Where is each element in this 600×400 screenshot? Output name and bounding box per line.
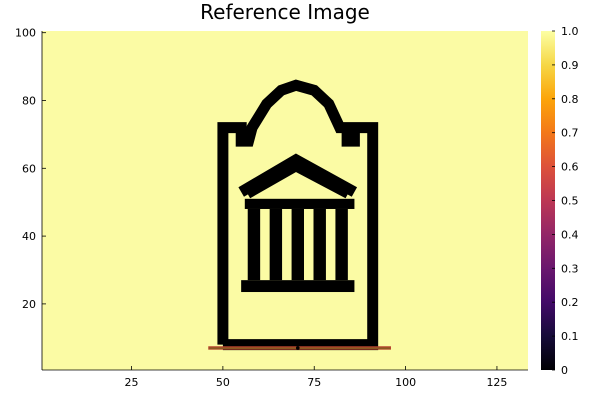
heatmap-plot xyxy=(42,31,528,370)
colorbar-tick-label: 0.2 xyxy=(561,296,579,309)
colorbar-tick-label: 0.4 xyxy=(561,228,579,241)
emblem-bottom-line-inner xyxy=(209,347,390,350)
x-tick-label: 25 xyxy=(125,376,139,389)
y-axis: 20 40 60 80 100 xyxy=(15,27,46,370)
colorbar-tick-label: 0.8 xyxy=(561,93,579,106)
colorbar-tick-label: 0.3 xyxy=(561,262,579,275)
emblem-column xyxy=(335,208,348,281)
emblem-base xyxy=(241,280,355,293)
colorbar-tick-label: 0 xyxy=(561,364,568,377)
colorbar-tick-label: 0.7 xyxy=(561,127,579,140)
x-tick-label: 50 xyxy=(216,376,230,389)
x-axis: 25 50 75 100 125 xyxy=(42,366,528,389)
x-tick-label: 100 xyxy=(395,376,416,389)
y-tick-label: 60 xyxy=(22,162,36,175)
emblem-column xyxy=(291,208,305,281)
emblem-roof xyxy=(238,153,358,197)
colorbar-ticks: 0 0.1 0.2 0.3 0.4 0.5 0.6 0.7 0.8 0.9 1.0 xyxy=(552,25,579,377)
emblem-entablature xyxy=(244,198,355,209)
y-tick-label: 40 xyxy=(22,230,36,243)
y-tick-label: 20 xyxy=(22,298,36,311)
emblem-outer-frame xyxy=(217,79,379,351)
emblem-bottom-dot xyxy=(295,346,300,350)
x-tick-label: 125 xyxy=(486,376,507,389)
x-tick-label: 75 xyxy=(307,376,321,389)
y-tick-label: 100 xyxy=(15,27,36,40)
colorbar-tick-label: 0.5 xyxy=(561,195,579,208)
y-tick-label: 80 xyxy=(22,94,36,107)
emblem-column xyxy=(313,208,326,281)
emblem-roof-inner xyxy=(246,164,349,199)
chart-title: Reference Image xyxy=(200,0,370,24)
colorbar-tick-label: 0.9 xyxy=(561,59,579,72)
colorbar-tick-label: 0.1 xyxy=(561,330,579,343)
heatmap-shapes xyxy=(208,79,391,351)
colorbar-tick-label: 1.0 xyxy=(561,25,579,38)
colorbar: 0 0.1 0.2 0.3 0.4 0.5 0.6 0.7 0.8 0.9 1.0 xyxy=(541,25,579,377)
emblem-column xyxy=(269,208,283,281)
colorbar-tick-label: 0.6 xyxy=(561,161,579,174)
emblem-column xyxy=(247,208,261,281)
colorbar-gradient xyxy=(541,31,555,370)
